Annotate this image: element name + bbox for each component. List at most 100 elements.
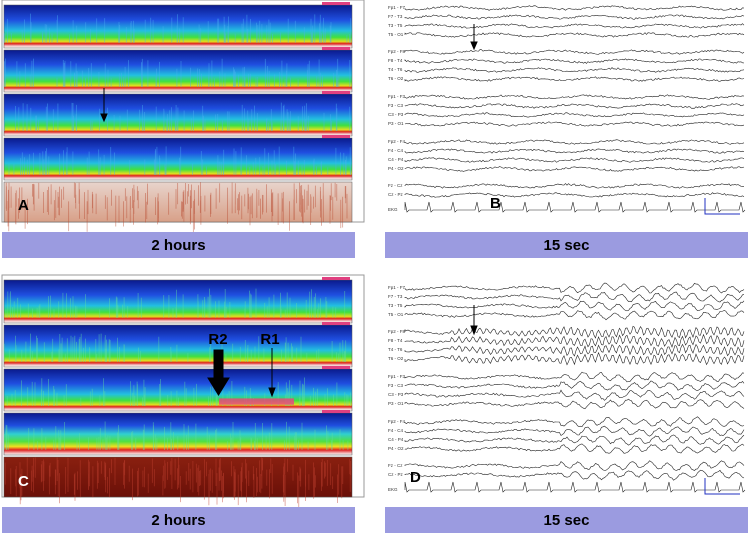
channel-label: Fp1 - F3: [388, 94, 406, 99]
colorbar: [322, 135, 350, 138]
channel-label: F8 - T4: [388, 58, 403, 63]
eeg-trace: [404, 389, 745, 401]
eeg-trace: [404, 139, 745, 145]
caption: 2 hours: [2, 232, 355, 258]
colorbar: [322, 366, 350, 369]
eeg-trace: [404, 67, 745, 73]
eeg-trace: [404, 32, 745, 38]
annotation: R1: [260, 331, 279, 348]
colorbar: [322, 277, 350, 280]
arrow-head: [470, 325, 478, 336]
eeg-trace: [404, 183, 745, 189]
asymmetry-plot: [3, 456, 353, 498]
eeg-trace: [404, 76, 745, 82]
channel-label: C4 - P4: [388, 437, 404, 442]
asymmetry-texture: [5, 182, 348, 233]
arrow: [213, 349, 224, 381]
spectrogram: [3, 324, 353, 368]
panel-label: B: [490, 195, 501, 212]
spectrogram-texture: [5, 288, 353, 318]
channel-label: P3 - O1: [388, 121, 404, 126]
channel-label: EKG: [388, 487, 398, 492]
channel-label: C4 - P4: [388, 157, 404, 162]
channel-label: Cz - Pz: [388, 472, 404, 477]
arrow-head: [100, 113, 108, 123]
eeg-trace: [404, 103, 745, 109]
panel-label: A: [18, 197, 29, 214]
colorbar: [322, 91, 350, 94]
eeg-trace: [404, 94, 745, 100]
colorbar: [322, 2, 350, 5]
eeg-trace: [404, 443, 745, 454]
eeg-trace: [404, 309, 745, 321]
eeg-trace: [404, 371, 745, 383]
channel-label: Fz - Cz: [388, 183, 403, 188]
eeg-trace: [404, 416, 745, 428]
eeg-trace: [404, 14, 745, 20]
spectrogram-texture: [4, 58, 351, 87]
channel-label: T4 - T6: [388, 347, 403, 352]
scale-bar: [704, 478, 740, 495]
eeg-trace: [404, 434, 745, 446]
channel-label: EKG: [388, 207, 398, 212]
eeg-trace: [404, 333, 745, 348]
caption: 15 sec: [385, 232, 748, 258]
panel-label: D: [410, 469, 421, 486]
colorbar: [322, 410, 350, 413]
eeg-trace: [404, 192, 745, 198]
channel-label: P4 - O2: [388, 166, 404, 171]
scale-bar: [704, 198, 740, 215]
eeg-trace: [404, 5, 745, 11]
channel-label: T6 - O2: [388, 76, 404, 81]
eeg-trace: [404, 112, 745, 118]
channel-label: T4 - T6: [388, 67, 403, 72]
eeg-trace: [404, 157, 745, 163]
spectrogram: [3, 137, 353, 181]
eeg-trace: [404, 282, 745, 294]
panel-label: C: [18, 473, 29, 490]
eeg-trace: [404, 58, 745, 64]
asymmetry-texture: [4, 457, 352, 508]
annotation: R2: [208, 331, 227, 348]
eeg-trace: [404, 291, 745, 303]
channel-label: P4 - O2: [388, 446, 404, 451]
channel-label: Fp1 - F7: [388, 285, 406, 290]
arrow-head: [470, 41, 478, 51]
channel-label: C3 - P3: [388, 112, 404, 117]
channel-label: T3 - T5: [388, 23, 403, 28]
channel-label: Fp2 - F8: [388, 49, 406, 54]
eeg-trace: [404, 343, 745, 357]
spectrogram: [3, 4, 353, 49]
channel-label: T3 - T5: [388, 303, 403, 308]
eeg-trace: [404, 300, 745, 312]
channel-label: Fp1 - F3: [388, 374, 406, 379]
channel-label: F7 - T3: [388, 294, 403, 299]
channel-label: F3 - C3: [388, 103, 404, 108]
arrow-head: [207, 377, 230, 396]
channel-label: Fp2 - F8: [388, 329, 406, 334]
eeg-trace: [404, 380, 745, 392]
channel-label: F7 - T3: [388, 14, 403, 19]
eeg-trace: [404, 166, 745, 172]
channel-label: Fp1 - F7: [388, 5, 406, 10]
spectrogram-texture: [3, 13, 352, 43]
channel-label: Cz - Pz: [388, 192, 404, 197]
eeg-trace: [404, 23, 745, 29]
channel-label: Fp2 - F4: [388, 139, 406, 144]
eeg-trace: [404, 398, 745, 410]
eeg-trace: [404, 425, 745, 437]
spectrogram: [3, 49, 353, 93]
channel-label: P3 - O1: [388, 401, 404, 406]
spectrogram-texture: [4, 102, 351, 131]
eeg-trace: [404, 351, 745, 366]
spectrogram-texture: [3, 421, 349, 450]
colorbar: [322, 47, 350, 50]
channel-label: F4 - C4: [388, 428, 404, 433]
eeg-trace: [404, 201, 746, 213]
spectrogram-texture: [3, 333, 347, 362]
eeg-trace: [404, 49, 745, 55]
channel-label: T5 - O1: [388, 312, 404, 317]
arrow-head: [268, 387, 276, 398]
